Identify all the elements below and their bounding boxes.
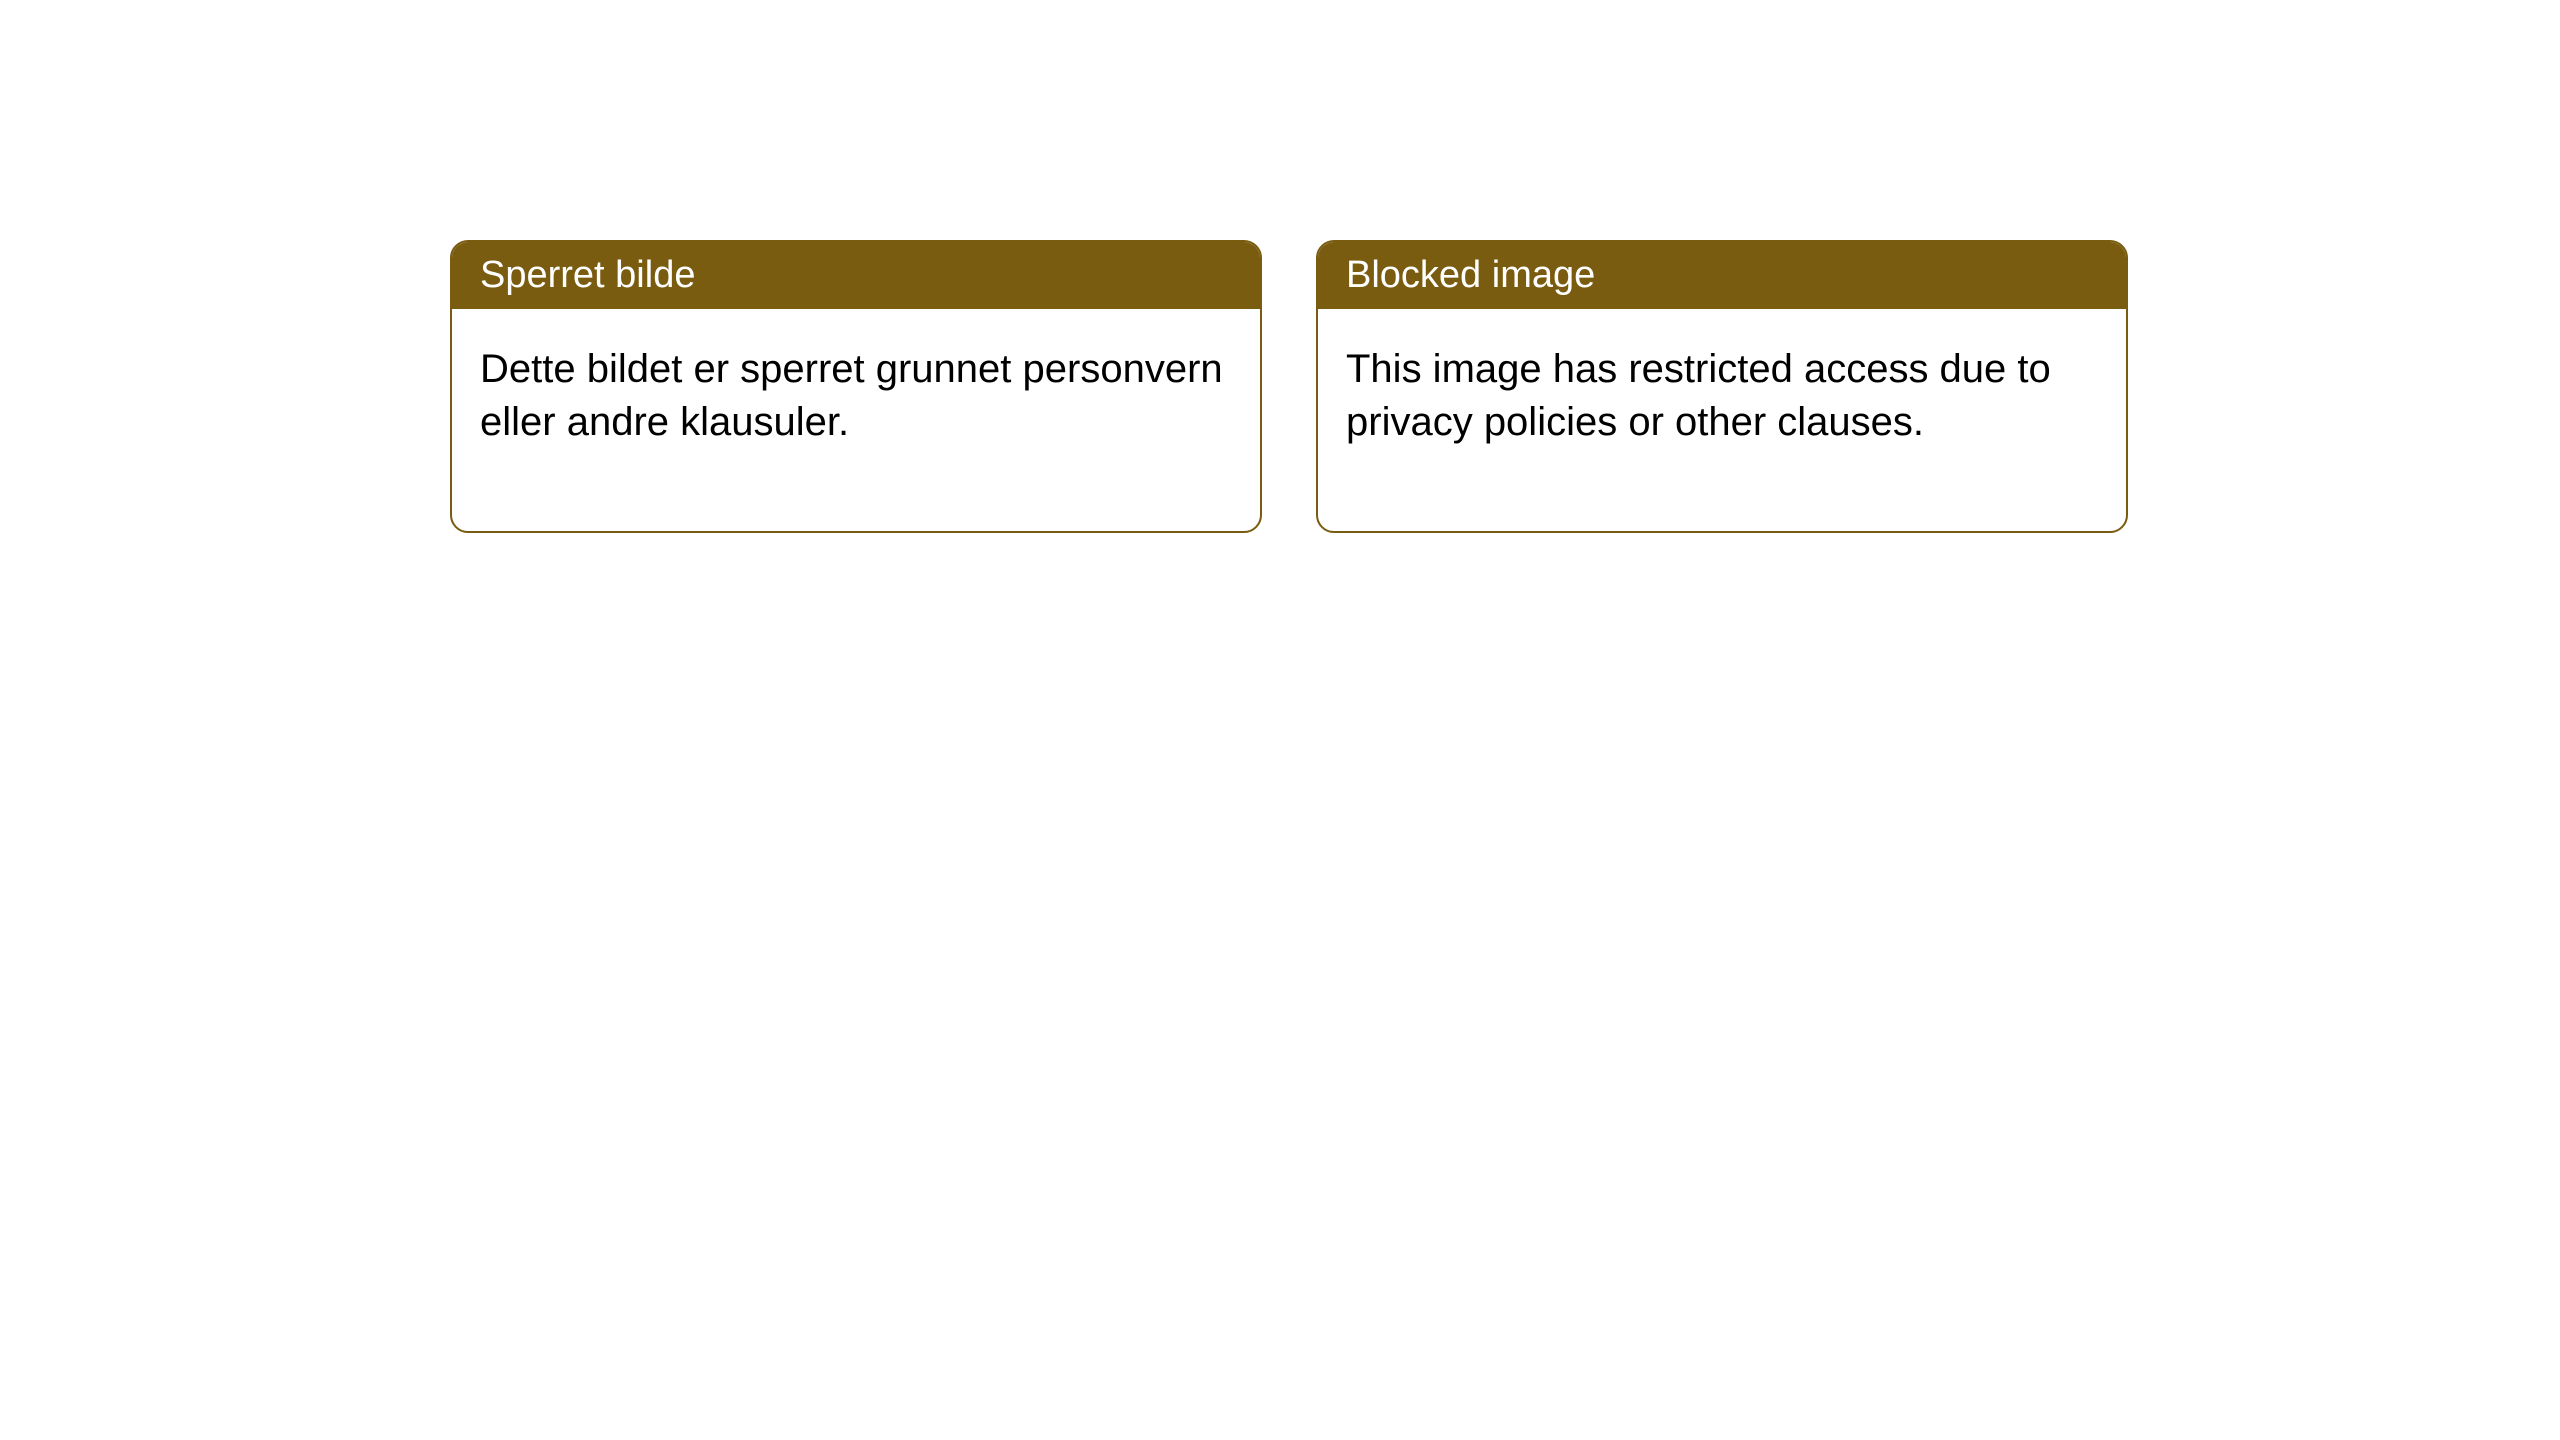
notice-body: This image has restricted access due to … (1318, 309, 2126, 531)
notice-title: Sperret bilde (480, 254, 695, 296)
notice-box-norwegian: Sperret bilde Dette bildet er sperret gr… (450, 240, 1262, 533)
notice-container: Sperret bilde Dette bildet er sperret gr… (0, 0, 2560, 533)
notice-body-text: This image has restricted access due to … (1346, 347, 2051, 444)
notice-body: Dette bildet er sperret grunnet personve… (452, 309, 1260, 531)
notice-title: Blocked image (1346, 254, 1595, 296)
notice-header: Blocked image (1318, 242, 2126, 309)
notice-header: Sperret bilde (452, 242, 1260, 309)
notice-box-english: Blocked image This image has restricted … (1316, 240, 2128, 533)
notice-body-text: Dette bildet er sperret grunnet personve… (480, 347, 1223, 444)
